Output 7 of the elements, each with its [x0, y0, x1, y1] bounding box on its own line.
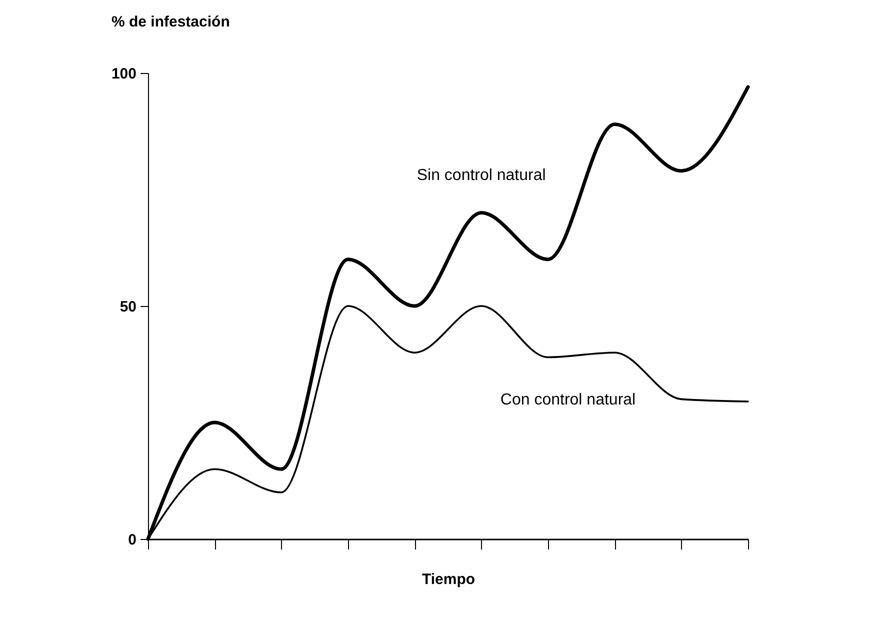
text: Sin control natural: [416, 166, 546, 184]
y-axis-title: % de infestación: [112, 14, 230, 30]
y-tick-label: 0: [128, 532, 136, 548]
series-label: Con control natural: [500, 391, 636, 408]
y-tick-label: 100: [111, 66, 136, 82]
y-tick-label: 50: [120, 298, 136, 316]
x-axis-title: Tiempo: [422, 571, 476, 588]
